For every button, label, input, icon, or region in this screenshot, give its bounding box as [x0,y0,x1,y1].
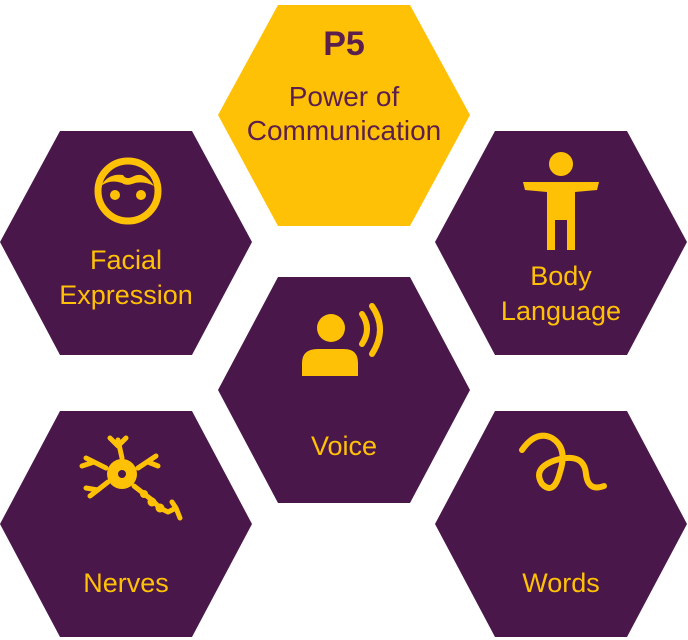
speaking-head-icon [302,303,383,376]
hex-body-language [435,131,687,355]
body-label-line2: Language [500,296,622,326]
person-arms-out-icon [523,152,599,250]
hex-nerves [0,411,252,637]
hex-words [435,411,687,637]
neuron-icon [79,435,183,521]
hex-center-p5 [218,5,470,226]
hex-facial-expression [0,131,252,355]
center-title-line2: Communication [246,115,442,146]
facial-label-line2: Expression [59,280,193,310]
center-title-line1: Power of [288,81,400,112]
scribble-icon [519,432,607,491]
voice-label: Voice [310,431,378,461]
hex-voice [218,277,470,503]
center-code: P5 [323,25,365,63]
facial-label-line1: Facial [89,245,163,275]
face-icon [94,157,162,225]
body-label-line1: Body [530,261,592,291]
nerves-label: Nerves [83,568,169,598]
words-label: Words [522,568,600,598]
